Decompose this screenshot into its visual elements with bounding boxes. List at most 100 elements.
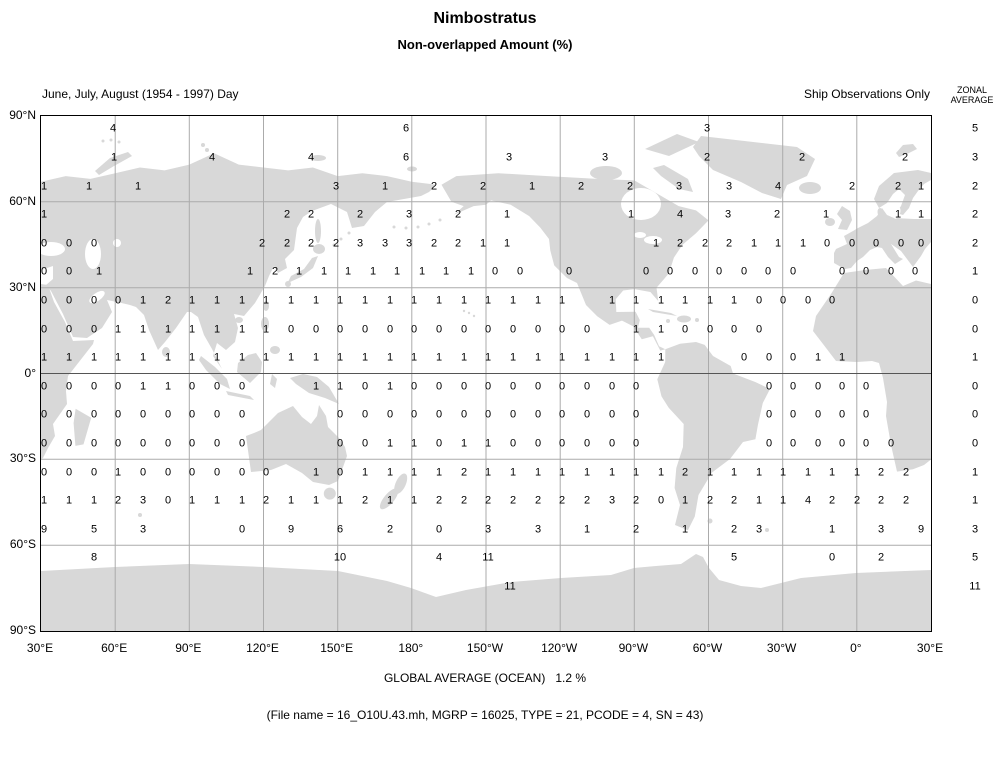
island-kyushu xyxy=(285,281,291,287)
zonal-average-header: ZONAL AVERAGE xyxy=(946,85,998,105)
zonal-average-value: 0 xyxy=(971,437,979,450)
zonal-average-value: 3 xyxy=(971,523,979,536)
island-greenland xyxy=(693,136,815,199)
grid-layer xyxy=(41,116,931,631)
kuril-islands xyxy=(347,231,351,235)
island-new-zealand-north xyxy=(394,473,408,494)
aleutian-islands xyxy=(438,218,442,222)
aleutian-islands xyxy=(427,222,431,226)
y-axis-label: 30°N xyxy=(9,279,36,294)
island-jamaica xyxy=(666,319,670,323)
x-axis-label: 30°E xyxy=(916,641,944,655)
landmass-south-america xyxy=(657,342,770,531)
landmass-europe xyxy=(834,208,931,269)
island-hispaniola xyxy=(677,315,691,323)
data-source-label: Ship Observations Only xyxy=(803,87,930,101)
x-axis-label: 0° xyxy=(850,641,862,655)
island-sulawesi xyxy=(270,374,277,388)
kerguelen-island xyxy=(138,513,142,517)
franz-josef-land xyxy=(109,138,113,142)
y-axis-label: 90°S xyxy=(9,623,36,637)
aral-sea xyxy=(113,239,121,247)
landmass-africa-east xyxy=(41,284,94,459)
island-new-guinea xyxy=(290,374,339,404)
island-sri-lanka xyxy=(162,347,170,357)
island-novaya-zemlya xyxy=(95,152,132,175)
island-madagascar xyxy=(73,408,92,446)
water-layer xyxy=(41,188,901,304)
island-iceland xyxy=(799,182,821,194)
aleutian-islands xyxy=(392,225,396,229)
landmass-north-america xyxy=(441,173,709,351)
x-axis-label: 60°W xyxy=(692,641,723,655)
landmass-eurasia xyxy=(41,153,437,369)
zonal-average-value: 0 xyxy=(971,408,979,421)
zonal-average-value: 3 xyxy=(971,151,979,164)
landmass-scandinavia xyxy=(874,170,931,215)
great-lakes xyxy=(634,232,646,238)
x-axis-label: 30°W xyxy=(766,641,797,655)
kuril-islands xyxy=(332,243,336,247)
franz-josef-land xyxy=(101,139,105,143)
island-tasmania xyxy=(323,487,336,500)
zonal-average-value: 0 xyxy=(971,380,979,393)
caspian-sea xyxy=(85,239,101,269)
island-puerto-rico xyxy=(695,318,699,322)
island-honshu xyxy=(286,256,318,286)
zonal-average-header-line1: ZONAL xyxy=(956,85,987,95)
x-axis-label: 90°E xyxy=(175,641,202,655)
zonal-average-value: 5 xyxy=(971,551,979,564)
severnaya-zemlya xyxy=(201,143,205,147)
season-label: June, July, August (1954 - 1997) Day xyxy=(42,87,239,101)
x-axis-label: 30°E xyxy=(26,641,54,655)
y-axis-label: 60°N xyxy=(9,193,36,208)
x-axis-label: 90°W xyxy=(618,641,649,655)
island-victoria xyxy=(590,166,622,180)
south-georgia-island xyxy=(765,528,769,532)
aleutian-islands xyxy=(416,225,420,229)
world-map-svg xyxy=(41,116,931,631)
hawaii-islands xyxy=(472,314,476,318)
island-java xyxy=(226,391,254,400)
zonal-average-value: 1 xyxy=(971,466,979,479)
y-axis-label: 30°S xyxy=(9,451,36,466)
island-great-britain xyxy=(837,206,852,230)
chart-subtitle: Non-overlapped Amount (%) xyxy=(397,37,573,52)
zonal-average-value: 2 xyxy=(971,180,979,193)
hawaii-islands xyxy=(462,309,466,313)
landmass-africa-west xyxy=(813,268,931,472)
black-sea xyxy=(41,242,65,256)
island-mindanao xyxy=(270,346,280,354)
island-ireland xyxy=(825,218,835,226)
island-new-siberian xyxy=(310,155,326,161)
file-info-label: (File name = 16_O10U.43.mh, MGRP = 16025… xyxy=(266,708,704,722)
baltic-sea xyxy=(893,207,901,219)
island-sumatra xyxy=(199,356,230,389)
island-hokkaido xyxy=(313,244,325,254)
x-axis-label: 180° xyxy=(398,641,424,655)
island-baffin xyxy=(653,165,693,192)
global-average-label: GLOBAL AVERAGE (OCEAN) 1.2 % xyxy=(383,671,587,685)
x-axis-label: 120°E xyxy=(246,641,279,655)
zonal-average-value: 1 xyxy=(971,265,979,278)
island-hainan xyxy=(235,317,243,323)
x-axis-label: 150°E xyxy=(320,641,354,655)
hawaii-islands xyxy=(467,311,471,315)
hudson-bay xyxy=(621,188,661,220)
chart-title: Nimbostratus xyxy=(433,10,537,27)
zonal-average-header-line2: AVERAGE xyxy=(950,95,994,105)
x-axis-label: 120°W xyxy=(541,641,578,655)
zonal-average-value: 1 xyxy=(971,494,979,507)
great-lakes xyxy=(644,236,662,244)
island-new-zealand-south xyxy=(379,488,399,510)
zonal-average-value: 1 xyxy=(971,351,979,364)
y-axis-label: 90°N xyxy=(9,108,36,122)
denmark xyxy=(877,208,883,216)
island-svalbard xyxy=(896,144,917,157)
severnaya-zemlya xyxy=(205,148,209,152)
world-map xyxy=(40,115,932,632)
island-cuba xyxy=(648,309,677,316)
island-borneo xyxy=(237,353,262,383)
zonal-average-value: 11 xyxy=(969,580,981,593)
